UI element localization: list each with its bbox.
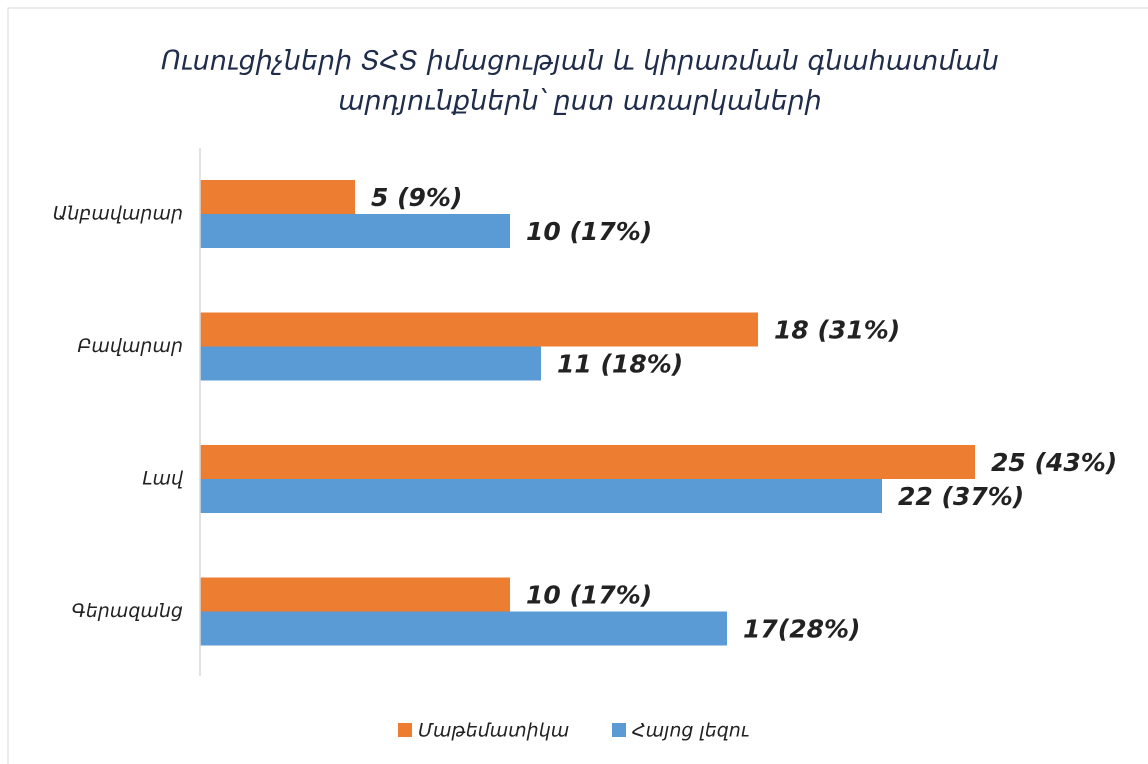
bar [200, 214, 510, 248]
legend-swatch [612, 723, 626, 737]
category-label: Գերազանց [71, 600, 183, 622]
category-label: Լավ [142, 468, 184, 490]
value-label: 25 (43%) [991, 448, 1117, 477]
legend-label: Հայոց լեզու [632, 720, 749, 742]
chart-title: արդյունքներն՝ ըստ առարկաների [338, 86, 822, 117]
bar [200, 346, 541, 381]
value-label: 18 (31%) [774, 316, 900, 345]
value-label: 22 (37%) [898, 482, 1024, 511]
bar [200, 312, 758, 347]
chart-frame [7, 7, 1148, 764]
bar [200, 445, 975, 479]
value-label: 10 (17%) [526, 217, 652, 246]
bar [200, 180, 355, 214]
bar [200, 577, 510, 612]
value-label: 17(28%) [743, 615, 860, 644]
value-label: 5 (9%) [371, 183, 462, 212]
value-label: 11 (18%) [557, 350, 683, 379]
bar [200, 479, 882, 513]
legend-label: Մաթեմատիկա [418, 720, 569, 742]
bar [200, 611, 727, 646]
category-label: Անբավարար [53, 203, 183, 225]
category-label: Բավարար [77, 335, 183, 357]
chart-title: Ուսուցիչների ՏՀՏ իմացության և կիրառման գ… [161, 46, 999, 77]
legend-swatch [398, 723, 412, 737]
value-label: 10 (17%) [526, 581, 652, 610]
